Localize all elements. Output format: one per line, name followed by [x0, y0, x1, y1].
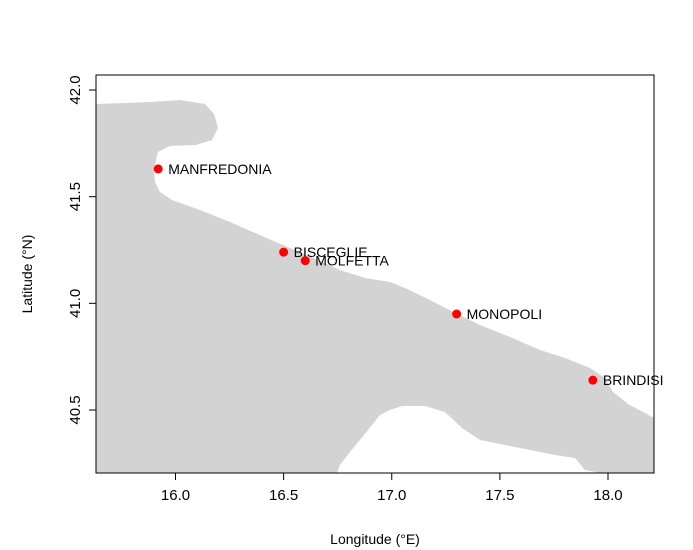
y-tick-label: 41.0: [67, 289, 84, 318]
y-axis-title: Latitude (°N): [19, 235, 35, 314]
city-point: [279, 247, 289, 257]
city-label: MOLFETTA: [315, 253, 389, 269]
plot-frame: [95, 74, 655, 474]
y-tick-label: 42.0: [67, 75, 84, 104]
x-axis: 16.0 16.5 17.0 17.5 18.0: [161, 473, 623, 504]
land-polygon: [96, 100, 654, 473]
land-area: [96, 100, 654, 473]
x-tick-label: 17.5: [485, 487, 514, 504]
city-point: [452, 309, 462, 319]
x-tick-label: 16.5: [269, 487, 298, 504]
city-point: [588, 375, 598, 385]
x-axis-title: Longitude (°E): [330, 531, 420, 547]
city-label: MONOPOLI: [467, 306, 542, 322]
x-tick-label: 16.0: [161, 487, 190, 504]
city-label: BISCEGLIE: [294, 244, 368, 260]
x-tick-label: 18.0: [593, 487, 622, 504]
x-tick-label: 17.0: [377, 487, 406, 504]
city-point: [153, 164, 163, 174]
city-point: [300, 256, 310, 266]
y-axis: 40.5 41.0 41.5 42.0: [67, 75, 96, 425]
city-label: MANFREDONIA: [168, 161, 272, 177]
y-tick-label: 41.5: [67, 182, 84, 211]
y-tick-label: 40.5: [67, 395, 84, 424]
city-label: BRINDISI: [603, 372, 664, 388]
